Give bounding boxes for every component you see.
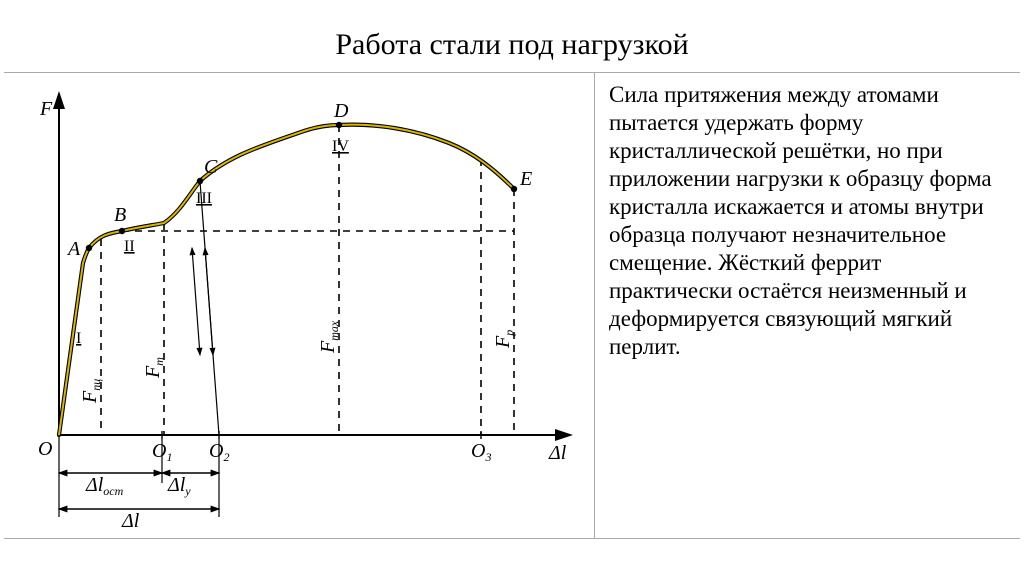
description-text: Сила притяжения между атомами пытается у… bbox=[609, 81, 1006, 361]
content-row: F Δl O bbox=[4, 72, 1020, 539]
page-title: Работа стали под нагрузкой bbox=[0, 0, 1024, 72]
force-label-fp: Fр bbox=[492, 330, 516, 349]
diagram-pane: F Δl O bbox=[4, 73, 595, 538]
force-label-fmax: Fmax bbox=[317, 320, 341, 354]
label-c: C bbox=[204, 156, 218, 178]
label-e: E bbox=[519, 168, 532, 190]
dim-label-dl-y: Δlу bbox=[167, 474, 191, 498]
origin-label: O bbox=[38, 438, 52, 460]
dim-label-dl-ost: Δlост bbox=[85, 474, 124, 498]
region-3: III bbox=[196, 190, 212, 207]
region-1: I bbox=[76, 330, 81, 347]
point-c bbox=[197, 178, 203, 184]
dim-label-dl: Δl bbox=[121, 510, 140, 532]
region-4: IV bbox=[332, 138, 349, 155]
x-axis-label: Δl bbox=[548, 442, 567, 464]
point-d bbox=[336, 122, 342, 128]
y-axis-label: F bbox=[39, 98, 53, 120]
stress-strain-curve-highlight bbox=[59, 125, 514, 435]
point-e bbox=[511, 186, 517, 192]
tick-label-o3: O3 bbox=[471, 440, 491, 464]
point-b bbox=[119, 228, 125, 234]
label-d: D bbox=[333, 100, 349, 122]
label-a: A bbox=[66, 238, 81, 260]
description-pane: Сила притяжения между атомами пытается у… bbox=[595, 73, 1020, 538]
force-label-fpc: Fпц bbox=[79, 379, 103, 404]
stress-strain-diagram: F Δl O bbox=[4, 73, 594, 538]
unload-arrow-up bbox=[192, 248, 200, 355]
stress-strain-curve bbox=[59, 125, 514, 435]
force-label-ft: Fт bbox=[142, 357, 166, 379]
region-2: II bbox=[124, 238, 135, 255]
label-b: B bbox=[114, 204, 126, 226]
point-a bbox=[86, 245, 92, 251]
page: Работа стали под нагрузкой bbox=[0, 0, 1024, 574]
unload-arrow-down bbox=[205, 248, 213, 355]
